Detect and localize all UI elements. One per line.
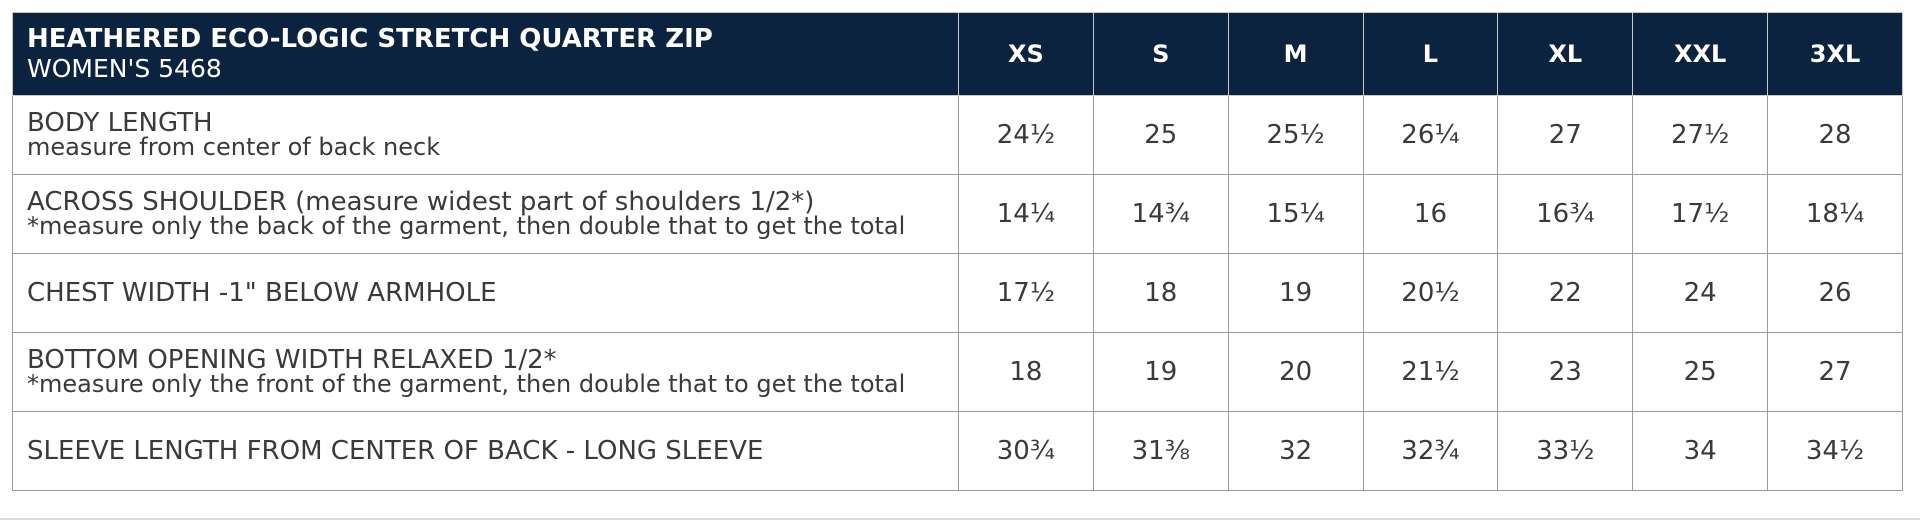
size-header: XS	[958, 12, 1094, 96]
size-value: 27½	[1632, 95, 1769, 175]
measure-label: ACROSS SHOULDER (measure widest part of …	[27, 187, 815, 217]
label-cell: SLEEVE LENGTH FROM CENTER OF BACK - LONG…	[12, 411, 959, 491]
size-value: 21½	[1362, 332, 1499, 412]
measure-row: CHEST WIDTH -1" BELOW ARMHOLE 17½ 18 19 20½ 2…	[12, 253, 1903, 333]
subtitle: WOMEN'S 5468	[27, 54, 222, 83]
size-value: 24½	[958, 95, 1094, 175]
size-chart: HEATHERED ECO-LOGIC STRETCH QUARTER ZIP W…	[12, 12, 1903, 491]
size-value: 23	[1497, 332, 1634, 412]
size-table: HEATHERED ECO-LOGIC STRETCH QUARTER ZIP W…	[12, 12, 1903, 491]
size-value: 28	[1767, 95, 1903, 175]
measure-note: *measure only the back of the garment, t…	[27, 212, 906, 240]
size-value: 16¾	[1497, 174, 1634, 254]
size-value: 16	[1362, 174, 1499, 254]
size-value: 22	[1497, 253, 1634, 333]
size-value: 32¾	[1362, 411, 1499, 491]
label-cell: BOTTOM OPENING WIDTH RELAXED 1/2* *measur…	[12, 332, 959, 412]
measure-note: measure from center of back neck	[27, 133, 441, 161]
size-value: 33½	[1497, 411, 1634, 491]
size-value: 18	[1092, 253, 1229, 333]
size-value: 34	[1632, 411, 1769, 491]
label-cell: BODY LENGTH measure from center of back n…	[12, 95, 959, 175]
size-value: 34½	[1767, 411, 1903, 491]
label-cell: CHEST WIDTH -1" BELOW ARMHOLE	[12, 253, 959, 333]
divider	[0, 518, 1920, 520]
size-value: 27	[1767, 332, 1903, 412]
size-value: 19	[1227, 253, 1364, 333]
size-value: 18	[958, 332, 1094, 412]
size-value: 25½	[1227, 95, 1364, 175]
size-value: 25	[1092, 95, 1229, 175]
size-value: 17½	[958, 253, 1094, 333]
size-header: S	[1092, 12, 1229, 96]
size-header: L	[1362, 12, 1499, 96]
measure-row: BOTTOM OPENING WIDTH RELAXED 1/2* *measur…	[12, 332, 1903, 412]
size-value: 17½	[1632, 174, 1769, 254]
size-value: 14¾	[1092, 174, 1229, 254]
size-header: XXL	[1632, 12, 1769, 96]
size-value: 20½	[1362, 253, 1499, 333]
size-value: 14¼	[958, 174, 1094, 254]
size-value: 20	[1227, 332, 1364, 412]
measure-label: BOTTOM OPENING WIDTH RELAXED 1/2*	[27, 345, 557, 375]
header-cell: HEATHERED ECO-LOGIC STRETCH QUARTER ZIP W…	[12, 12, 959, 96]
header-row: HEATHERED ECO-LOGIC STRETCH QUARTER ZIP W…	[12, 12, 1903, 96]
label-cell: ACROSS SHOULDER (measure widest part of …	[12, 174, 959, 254]
size-value: 15¼	[1227, 174, 1364, 254]
measure-label: BODY LENGTH	[27, 108, 213, 138]
measure-row: ACROSS SHOULDER (measure widest part of …	[12, 174, 1903, 254]
size-header: M	[1227, 12, 1364, 96]
title: HEATHERED ECO-LOGIC STRETCH QUARTER ZIP	[27, 24, 713, 54]
measure-row: SLEEVE LENGTH FROM CENTER OF BACK - LONG…	[12, 411, 1903, 491]
size-value: 27	[1497, 95, 1634, 175]
measure-label: SLEEVE LENGTH FROM CENTER OF BACK - LONG…	[27, 436, 764, 466]
size-value: 25	[1632, 332, 1769, 412]
size-value: 19	[1092, 332, 1229, 412]
size-value: 30¾	[958, 411, 1094, 491]
measure-label: CHEST WIDTH -1" BELOW ARMHOLE	[27, 278, 497, 308]
measure-note: *measure only the front of the garment, …	[27, 370, 906, 398]
size-value: 32	[1227, 411, 1364, 491]
size-header: XL	[1497, 12, 1634, 96]
size-value: 26	[1767, 253, 1903, 333]
size-value: 24	[1632, 253, 1769, 333]
size-value: 31⅜	[1092, 411, 1229, 491]
size-value: 26¼	[1362, 95, 1499, 175]
measure-row: BODY LENGTH measure from center of back n…	[12, 95, 1903, 175]
size-header: 3XL	[1767, 12, 1903, 96]
size-value: 18¼	[1767, 174, 1903, 254]
